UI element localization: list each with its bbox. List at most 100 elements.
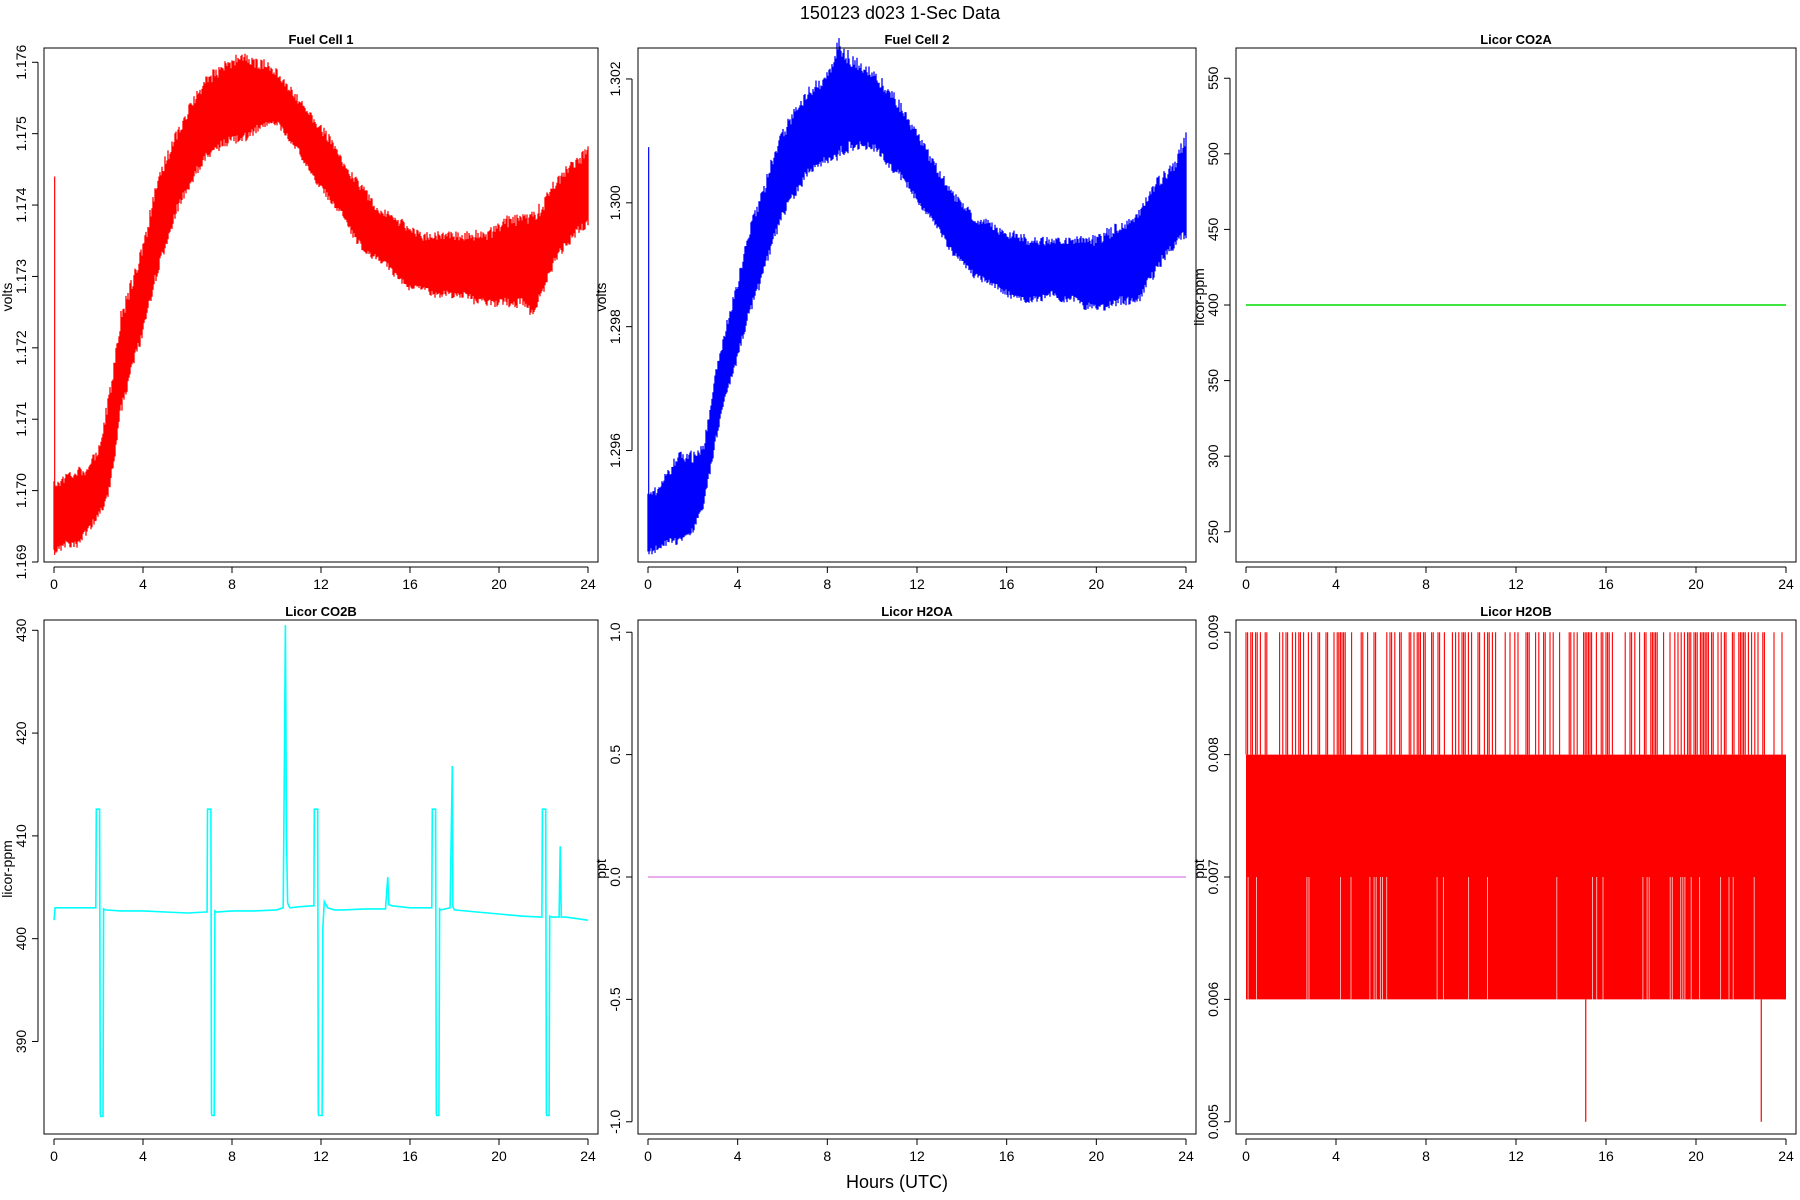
panel-2: Fuel Cell 2 0 4 8 12 16 20 24 1.296 1.298 1.300 1.3… [593, 32, 1197, 592]
x-tick-label: 12 [909, 576, 925, 592]
x-tick-label: 0 [1242, 1148, 1250, 1164]
y-tick-label: 410 [13, 824, 29, 848]
series-trace [647, 38, 1187, 555]
y-axis-label: volts [0, 283, 15, 312]
y-axis-label: ppt [593, 859, 609, 879]
panels: Fuel Cell 1 0 4 8 12 16 20 24 1.169 1.170 1.171 1.1… [0, 32, 1797, 1164]
series-trace [53, 53, 589, 553]
panel-title: Licor H2OB [1480, 604, 1552, 619]
y-tick-label: 0.007 [1205, 859, 1221, 894]
x-tick-label: 20 [1089, 1148, 1105, 1164]
y-tick-label: 1.0 [607, 622, 623, 642]
y-tick-label: 1.173 [13, 259, 29, 294]
x-tick-label: 20 [491, 576, 507, 592]
x-tick-label: 24 [580, 1148, 596, 1164]
x-tick-label: 0 [644, 1148, 652, 1164]
panel-title: Fuel Cell 1 [288, 32, 353, 47]
y-tick-label: 400 [1205, 293, 1221, 317]
y-tick-label: 430 [13, 618, 29, 642]
y-tick-label: 1.172 [13, 330, 29, 365]
y-tick-label: 1.176 [13, 45, 29, 80]
x-tick-label: 0 [1242, 576, 1250, 592]
panel-title: Licor H2OA [881, 604, 953, 619]
x-tick-label: 24 [1778, 1148, 1794, 1164]
y-tick-label: 1.174 [13, 187, 29, 222]
series-gaps [1247, 877, 1755, 1000]
x-tick-label: 20 [491, 1148, 507, 1164]
plot-frame [1235, 619, 1797, 1135]
x-tick-label: 12 [313, 1148, 329, 1164]
plot-frame [43, 47, 599, 563]
x-tick-label: 12 [909, 1148, 925, 1164]
x-tick-label: 20 [1089, 576, 1105, 592]
x-tick-label: 4 [139, 576, 147, 592]
figure-title: 150123 d023 1-Sec Data [800, 3, 1001, 23]
plot-frame [1235, 47, 1797, 563]
y-tick-label: 0.009 [1205, 615, 1221, 650]
y-tick-label: 1.300 [607, 185, 623, 220]
y-tick-label: 1.171 [13, 401, 29, 436]
y-tick-label: 1.169 [13, 544, 29, 579]
y-tick-label: 400 [13, 927, 29, 951]
x-tick-label: 12 [1508, 576, 1524, 592]
y-axis-label: volts [593, 283, 609, 312]
panel-title: Licor CO2B [285, 604, 357, 619]
x-tick-label: 16 [999, 576, 1015, 592]
x-tick-label: 16 [999, 1148, 1015, 1164]
y-tick-label: 0.008 [1205, 737, 1221, 772]
y-axis-label: licor-ppm [0, 840, 15, 898]
x-tick-label: 16 [1598, 1148, 1614, 1164]
plot-frame [637, 47, 1197, 563]
series-band [1246, 754, 1786, 1000]
x-tick-label: 8 [823, 576, 831, 592]
panel-title: Fuel Cell 2 [884, 32, 949, 47]
x-tick-label: 8 [228, 576, 236, 592]
y-tick-label: 300 [1205, 444, 1221, 468]
y-tick-label: 420 [13, 721, 29, 745]
y-tick-label: 0.005 [1205, 1104, 1221, 1139]
x-tick-label: 24 [1778, 576, 1794, 592]
x-tick-label: 16 [402, 1148, 418, 1164]
y-tick-label: 0.0 [607, 867, 623, 887]
y-tick-label: 350 [1205, 369, 1221, 393]
x-tick-label: 4 [734, 576, 742, 592]
figure-xlabel: Hours (UTC) [846, 1172, 948, 1192]
y-tick-label: 1.175 [13, 116, 29, 151]
x-tick-label: 20 [1688, 1148, 1704, 1164]
x-tick-label: 0 [644, 576, 652, 592]
series-spikes-up [1245, 632, 1783, 755]
x-tick-label: 0 [50, 576, 58, 592]
y-tick-label: 1.298 [607, 309, 623, 344]
y-axis-label: ppt [1191, 859, 1207, 879]
x-tick-label: 4 [139, 1148, 147, 1164]
series-line [53, 625, 589, 1118]
x-tick-label: 20 [1688, 576, 1704, 592]
x-tick-label: 12 [313, 576, 329, 592]
plot-frame [43, 619, 599, 1135]
x-tick-label: 24 [580, 576, 596, 592]
panel-3: Licor CO2A 0 4 8 12 16 20 24 250 300 350 400 450 500 5… [1191, 32, 1797, 592]
x-tick-label: 24 [1178, 1148, 1194, 1164]
panel-4: Licor CO2B 0 4 8 12 16 20 24 390 400 410 420 430 lico… [0, 604, 599, 1164]
y-tick-label: 1.170 [13, 473, 29, 508]
y-tick-label: 1.302 [607, 61, 623, 96]
x-tick-label: 8 [1422, 1148, 1430, 1164]
x-tick-label: 4 [1332, 1148, 1340, 1164]
x-tick-label: 8 [823, 1148, 831, 1164]
y-tick-label: -0.5 [607, 987, 623, 1011]
x-tick-label: 16 [1598, 576, 1614, 592]
x-tick-label: 12 [1508, 1148, 1524, 1164]
x-tick-label: 16 [402, 576, 418, 592]
x-tick-label: 8 [1422, 576, 1430, 592]
panel-5: Licor H2OA 0 4 8 12 16 20 24 -1.0 -0.5 0.0 0.5 1.0 pp… [593, 604, 1197, 1164]
x-tick-label: 8 [228, 1148, 236, 1164]
x-tick-label: 4 [1332, 576, 1340, 592]
panel-1: Fuel Cell 1 0 4 8 12 16 20 24 1.169 1.170 1.171 1.1… [0, 32, 599, 592]
plot-frame [637, 619, 1197, 1135]
y-axis-label: licor-ppm [1191, 268, 1207, 326]
y-tick-label: 550 [1205, 66, 1221, 90]
y-tick-label: 0.006 [1205, 982, 1221, 1017]
y-tick-label: 500 [1205, 142, 1221, 166]
